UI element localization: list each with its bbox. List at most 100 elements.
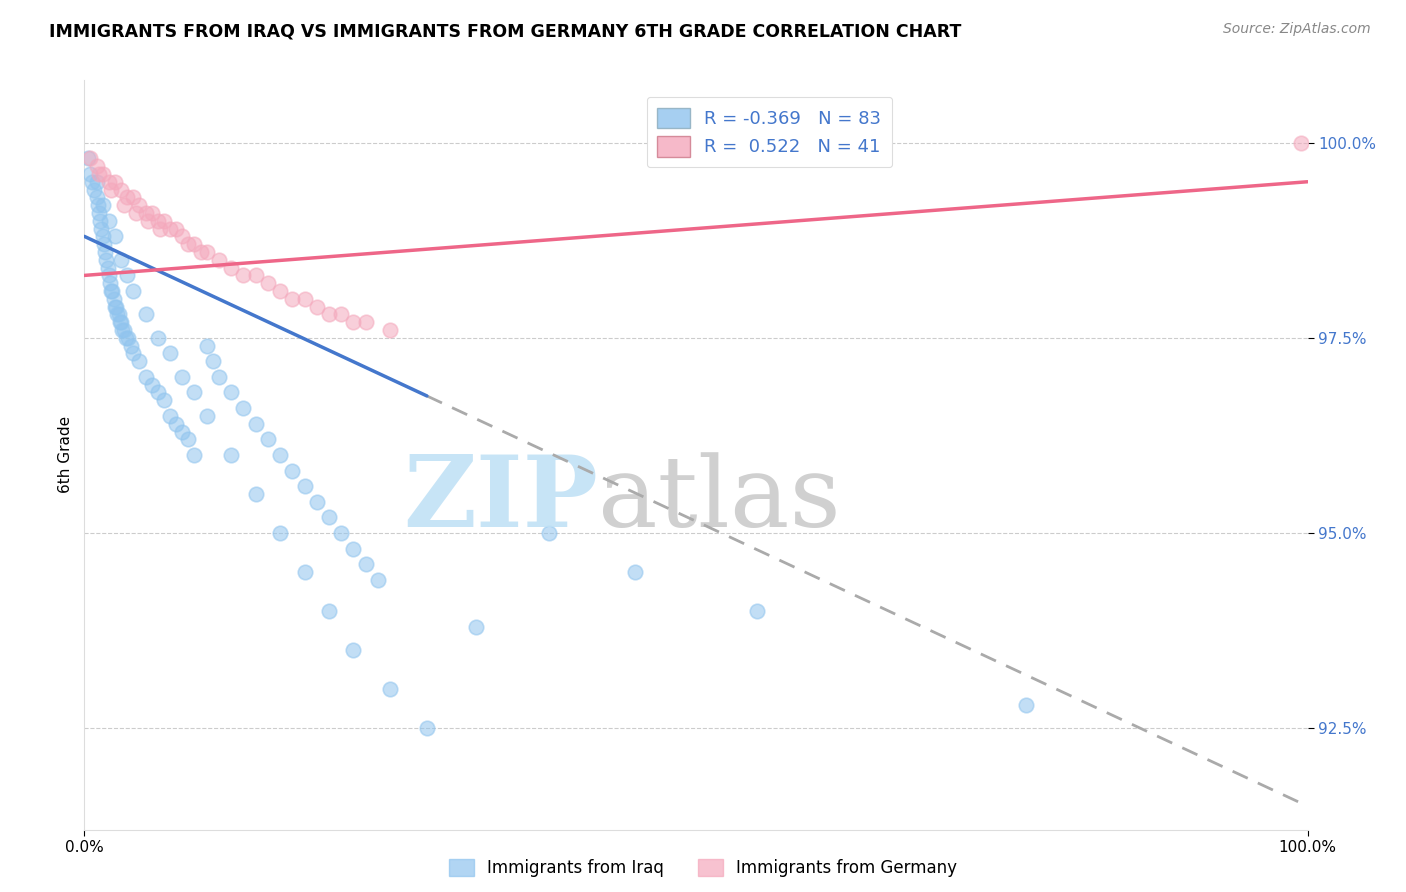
Point [111, 323, 134, 337]
Point [165, 417, 187, 431]
Point [97, 175, 120, 189]
Point [97, 268, 120, 283]
Point [305, 300, 328, 314]
Legend: Immigrants from Iraq, Immigrants from Germany: Immigrants from Iraq, Immigrants from Ge… [443, 852, 963, 884]
Point [153, 213, 176, 227]
Point [330, 525, 353, 540]
Point [269, 448, 291, 462]
Point [294, 292, 316, 306]
Point [136, 213, 159, 227]
Point [97, 260, 120, 275]
Point [159, 221, 181, 235]
Y-axis label: 6th Grade: 6th Grade [58, 417, 73, 493]
Point [141, 377, 163, 392]
Point [269, 525, 291, 540]
Point [172, 425, 194, 439]
Point [87, 198, 110, 212]
Point [128, 354, 150, 368]
Point [318, 604, 340, 618]
Legend: R = -0.369   N = 83, R =  0.522   N = 41: R = -0.369 N = 83, R = 0.522 N = 41 [647, 97, 893, 168]
Point [117, 331, 139, 345]
Point [354, 558, 377, 572]
Point [122, 284, 145, 298]
Point [91, 167, 114, 181]
Text: Source: ZipAtlas.com: Source: ZipAtlas.com [1223, 22, 1371, 37]
Point [103, 292, 125, 306]
Point [96, 252, 118, 267]
Point [97, 213, 120, 227]
Point [165, 221, 187, 235]
Point [83, 182, 105, 196]
Point [104, 300, 127, 314]
Point [747, 604, 769, 618]
Point [294, 565, 316, 579]
Point [318, 510, 340, 524]
Point [342, 541, 364, 556]
Point [245, 268, 267, 283]
Point [367, 573, 389, 587]
Point [538, 525, 561, 540]
Point [208, 369, 231, 384]
Point [195, 338, 218, 352]
Point [112, 323, 135, 337]
Point [305, 494, 328, 508]
Point [195, 409, 218, 423]
Point [104, 175, 127, 189]
Point [146, 385, 169, 400]
Point [125, 206, 148, 220]
Point [190, 244, 212, 259]
Point [100, 182, 122, 196]
Point [177, 237, 200, 252]
Point [122, 190, 145, 204]
Point [87, 206, 110, 220]
Point [135, 369, 157, 384]
Point [110, 182, 132, 196]
Point [342, 643, 364, 657]
Point [91, 198, 114, 212]
Point [87, 167, 110, 181]
Point [342, 315, 364, 329]
Point [77, 151, 100, 165]
Point [100, 284, 122, 298]
Point [416, 721, 439, 735]
Point [177, 432, 200, 446]
Point [128, 198, 150, 212]
Point [141, 206, 163, 220]
Point [115, 331, 138, 345]
Point [146, 331, 169, 345]
Point [110, 315, 132, 329]
Point [330, 307, 353, 321]
Point [232, 401, 254, 416]
Point [94, 244, 117, 259]
Point [115, 268, 138, 283]
Point [159, 346, 181, 360]
Point [464, 620, 486, 634]
Point [257, 432, 280, 446]
Point [1291, 136, 1313, 150]
Point [90, 221, 112, 235]
Point [89, 213, 111, 227]
Point [281, 292, 304, 306]
Point [79, 167, 101, 181]
Point [86, 159, 108, 173]
Point [135, 307, 157, 321]
Text: ZIP: ZIP [404, 451, 598, 549]
Point [107, 307, 129, 321]
Point [219, 260, 242, 275]
Point [183, 448, 205, 462]
Point [201, 354, 224, 368]
Point [318, 307, 340, 321]
Point [159, 409, 181, 423]
Point [105, 307, 128, 321]
Point [108, 315, 131, 329]
Point [80, 175, 103, 189]
Point [208, 252, 231, 267]
Point [93, 237, 115, 252]
Point [219, 385, 242, 400]
Point [79, 151, 101, 165]
Point [219, 448, 242, 462]
Point [146, 213, 169, 227]
Point [172, 369, 194, 384]
Point [120, 338, 142, 352]
Point [183, 237, 205, 252]
